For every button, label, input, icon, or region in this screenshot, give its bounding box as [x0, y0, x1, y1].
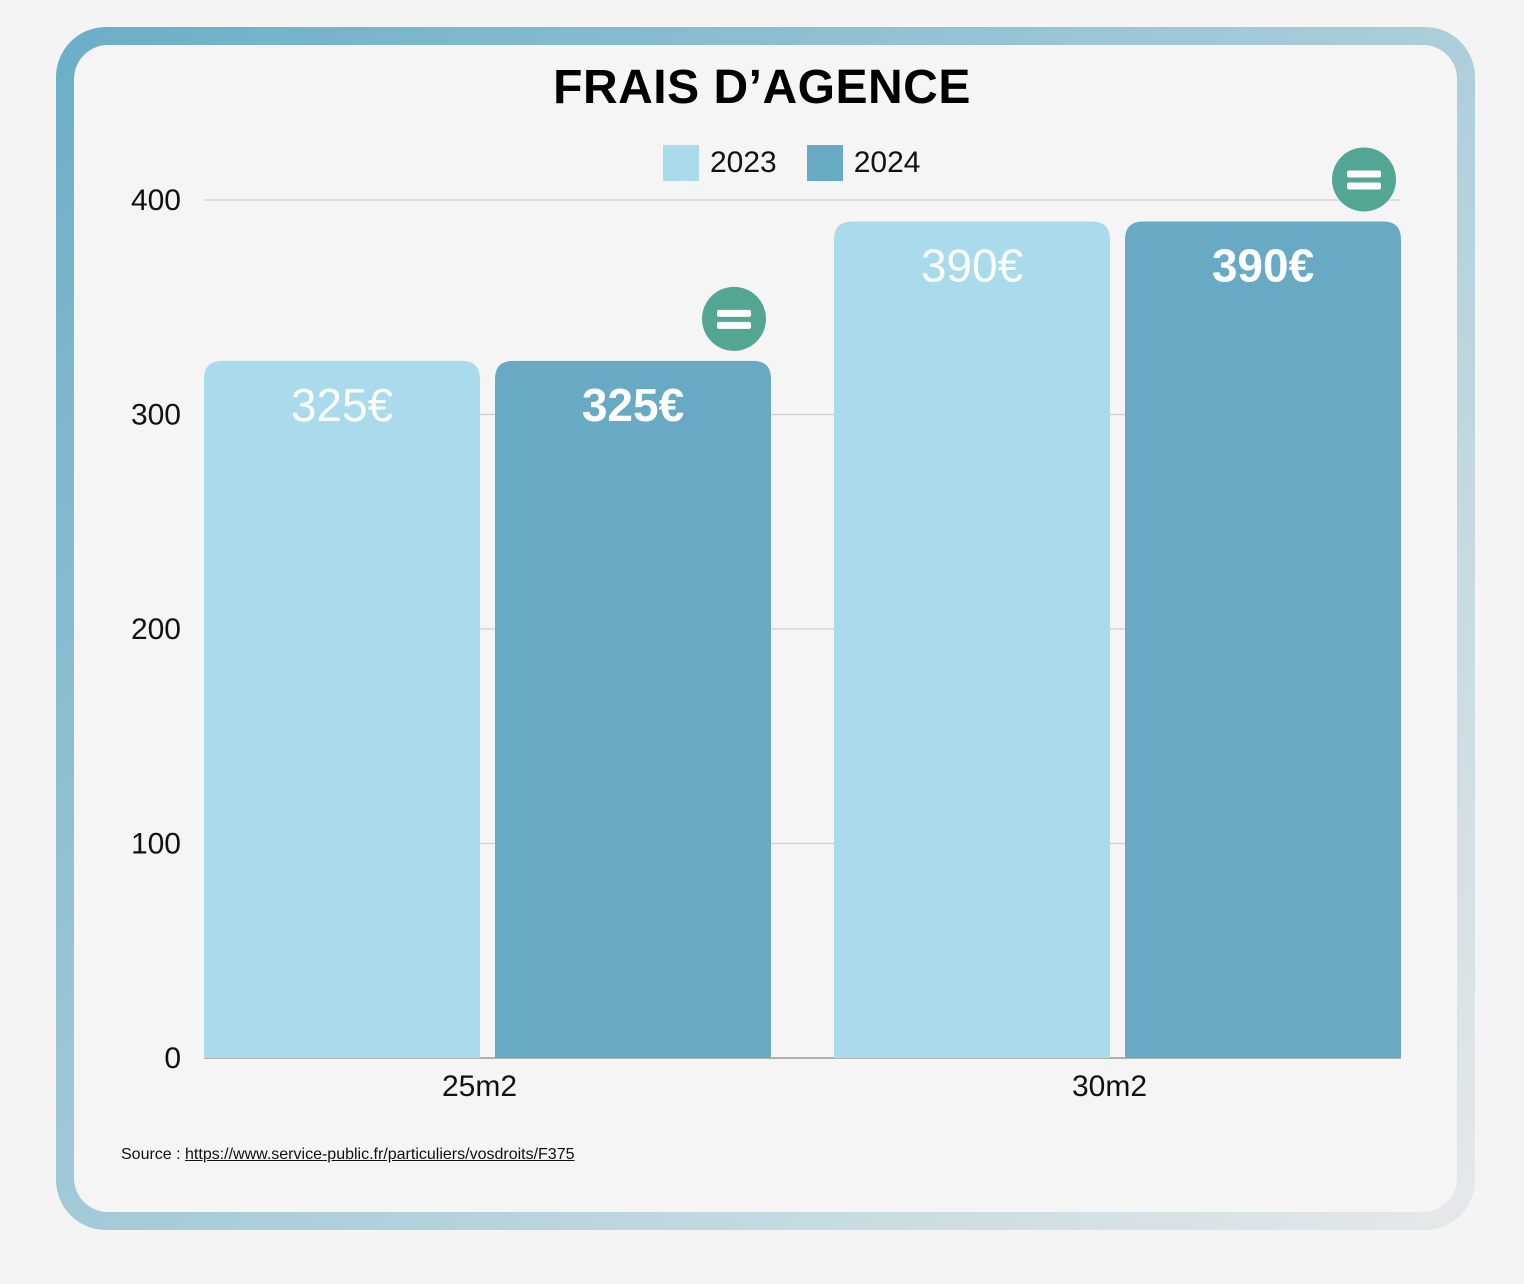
legend-item-2023: 2023 — [663, 145, 777, 181]
source-link[interactable]: https://www.service-public.fr/particulie… — [185, 1146, 575, 1163]
equal-icon — [702, 286, 766, 351]
equal-icon-bar-bottom — [1347, 182, 1381, 190]
bar-2023-25m2 — [204, 360, 480, 1058]
legend-swatch-2024 — [806, 145, 843, 181]
equal-icon-bar-top — [717, 309, 751, 317]
x-tick-label: 25m2 — [442, 1070, 517, 1103]
legend-label-2023: 2023 — [710, 146, 777, 179]
data-label: 325€ — [582, 379, 684, 431]
y-tick-label: 300 — [131, 399, 181, 432]
y-tick-label: 0 — [164, 1042, 181, 1075]
data-label: 390€ — [921, 239, 1023, 291]
y-tick-label: 400 — [131, 184, 181, 217]
equal-icon-bar-bottom — [717, 321, 751, 329]
legend-swatch-2023 — [663, 145, 699, 181]
bar-2024-25m2 — [495, 360, 771, 1058]
data-label: 390€ — [1212, 239, 1314, 291]
legend-item-2024: 2024 — [806, 145, 921, 181]
chart-legend: 2023 2024 — [663, 145, 951, 181]
y-tick-label: 200 — [131, 613, 181, 646]
chart-title: FRAIS D’AGENCE — [553, 61, 971, 114]
y-tick-label: 100 — [131, 828, 181, 861]
x-tick-label: 30m2 — [1072, 1070, 1147, 1103]
legend-label-2024: 2024 — [853, 146, 921, 179]
source-note: Source : https://www.service-public.fr/p… — [121, 1146, 575, 1164]
data-label: 325€ — [291, 379, 393, 431]
bar-2024-30m2 — [1125, 221, 1401, 1058]
bar-2023-30m2 — [834, 221, 1110, 1058]
equal-icon — [1332, 147, 1396, 212]
source-prefix: Source : — [121, 1146, 186, 1163]
equal-icon-bar-top — [1347, 170, 1381, 178]
